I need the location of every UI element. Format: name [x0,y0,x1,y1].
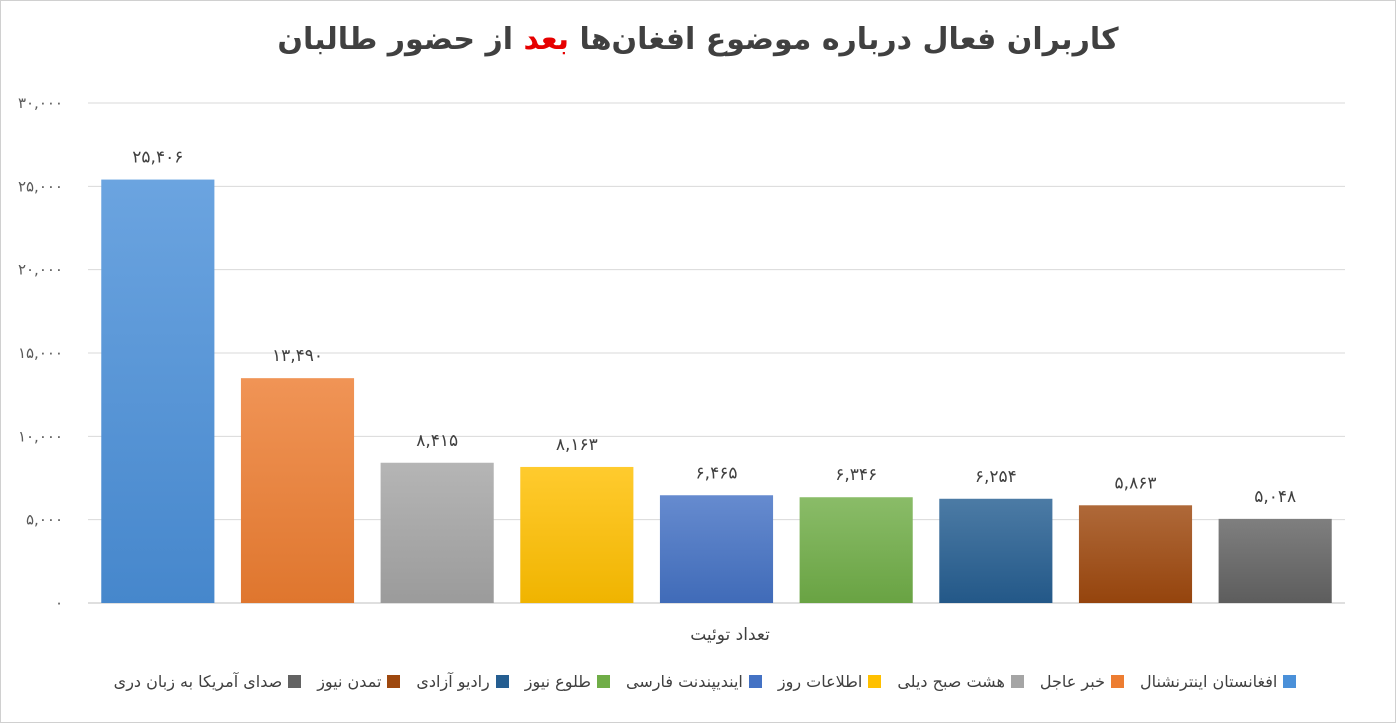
legend-label: اطلاعات روز [777,672,863,691]
legend-swatch [1110,675,1124,688]
legend-item: ایندیپندنت فارسی [626,672,762,691]
x-axis-label: تعداد توئیت [690,625,770,645]
bar [1078,505,1193,603]
bar [659,495,774,603]
data-label: ۵,۸۶۳ [1115,473,1157,493]
data-label: ۱۳,۴۹۰ [272,346,323,366]
title-highlight: بعد [523,22,570,57]
bar [520,466,634,603]
legend-item: افغانستان اینترنشنال [1139,672,1297,691]
legend-item: صدای آمریکا به زبان دری [114,672,302,691]
y-tick-label: ۱۰,۰۰۰ [18,427,63,445]
legend-swatch [868,675,882,688]
data-label: ۶,۲۵۴ [975,467,1017,487]
legend-item: اطلاعات روز [777,672,882,691]
legend-swatch [288,675,302,688]
legend-swatch [495,675,509,688]
bar [380,462,494,603]
y-tick-label: ۲۵,۰۰۰ [18,177,63,195]
data-label: ۵,۰۴۸ [1254,487,1296,507]
y-tick-label: ۵,۰۰۰ [26,511,63,529]
legend-label: افغانستان اینترنشنال [1139,672,1278,691]
bar [1218,518,1332,603]
legend-item: طلوع نیوز [525,672,610,691]
data-label: ۸,۴۱۵ [416,431,458,451]
y-tick-label: ۳۰,۰۰۰ [18,94,63,112]
legend-label: رادیو آزادی [416,672,490,691]
legend-swatch [748,675,762,688]
data-label: ۶,۳۴۶ [835,465,877,485]
title-part-1: کاربران فعال درباره موضوع افغان‌ها [569,22,1119,57]
bar [939,498,1053,603]
legend-item: رادیو آزادی [416,672,509,691]
legend-label: طلوع نیوز [524,672,591,691]
bar [101,179,215,604]
legend-swatch [1010,675,1024,688]
legend-label: تمدن نیوز [317,672,382,691]
legend-label: صدای آمریکا به زبان دری [113,672,283,691]
legend-item: هشت صبح دیلی [897,672,1024,691]
legend-label: خبر عاجل [1039,672,1105,691]
legend-label: هشت صبح دیلی [897,672,1005,691]
legend-swatch [596,675,610,688]
data-label: ۸,۱۶۳ [556,435,598,455]
legend-swatch [387,675,401,688]
y-tick-label: ۱۵,۰۰۰ [18,344,63,362]
legend-item: تمدن نیوز [317,672,401,691]
data-label: ۶,۴۶۵ [696,463,738,483]
y-tick-label: ۰ [55,594,63,612]
bar [240,378,355,603]
bar [799,497,913,603]
legend: افغانستان اینترنشنال خبر عاجل هشت صبح دیلی… [60,672,1350,691]
legend-swatch [1283,675,1297,688]
legend-item: خبر عاجل [1040,672,1124,691]
data-label: ۲۵,۴۰۶ [132,148,183,168]
title-part-3: از حضور طالبان [277,22,524,57]
legend-label: ایندیپندنت فارسی [625,672,743,691]
y-tick-label: ۲۰,۰۰۰ [18,261,63,279]
chart-title: کاربران فعال درباره موضوع افغان‌ها بعد ا… [0,22,1396,57]
